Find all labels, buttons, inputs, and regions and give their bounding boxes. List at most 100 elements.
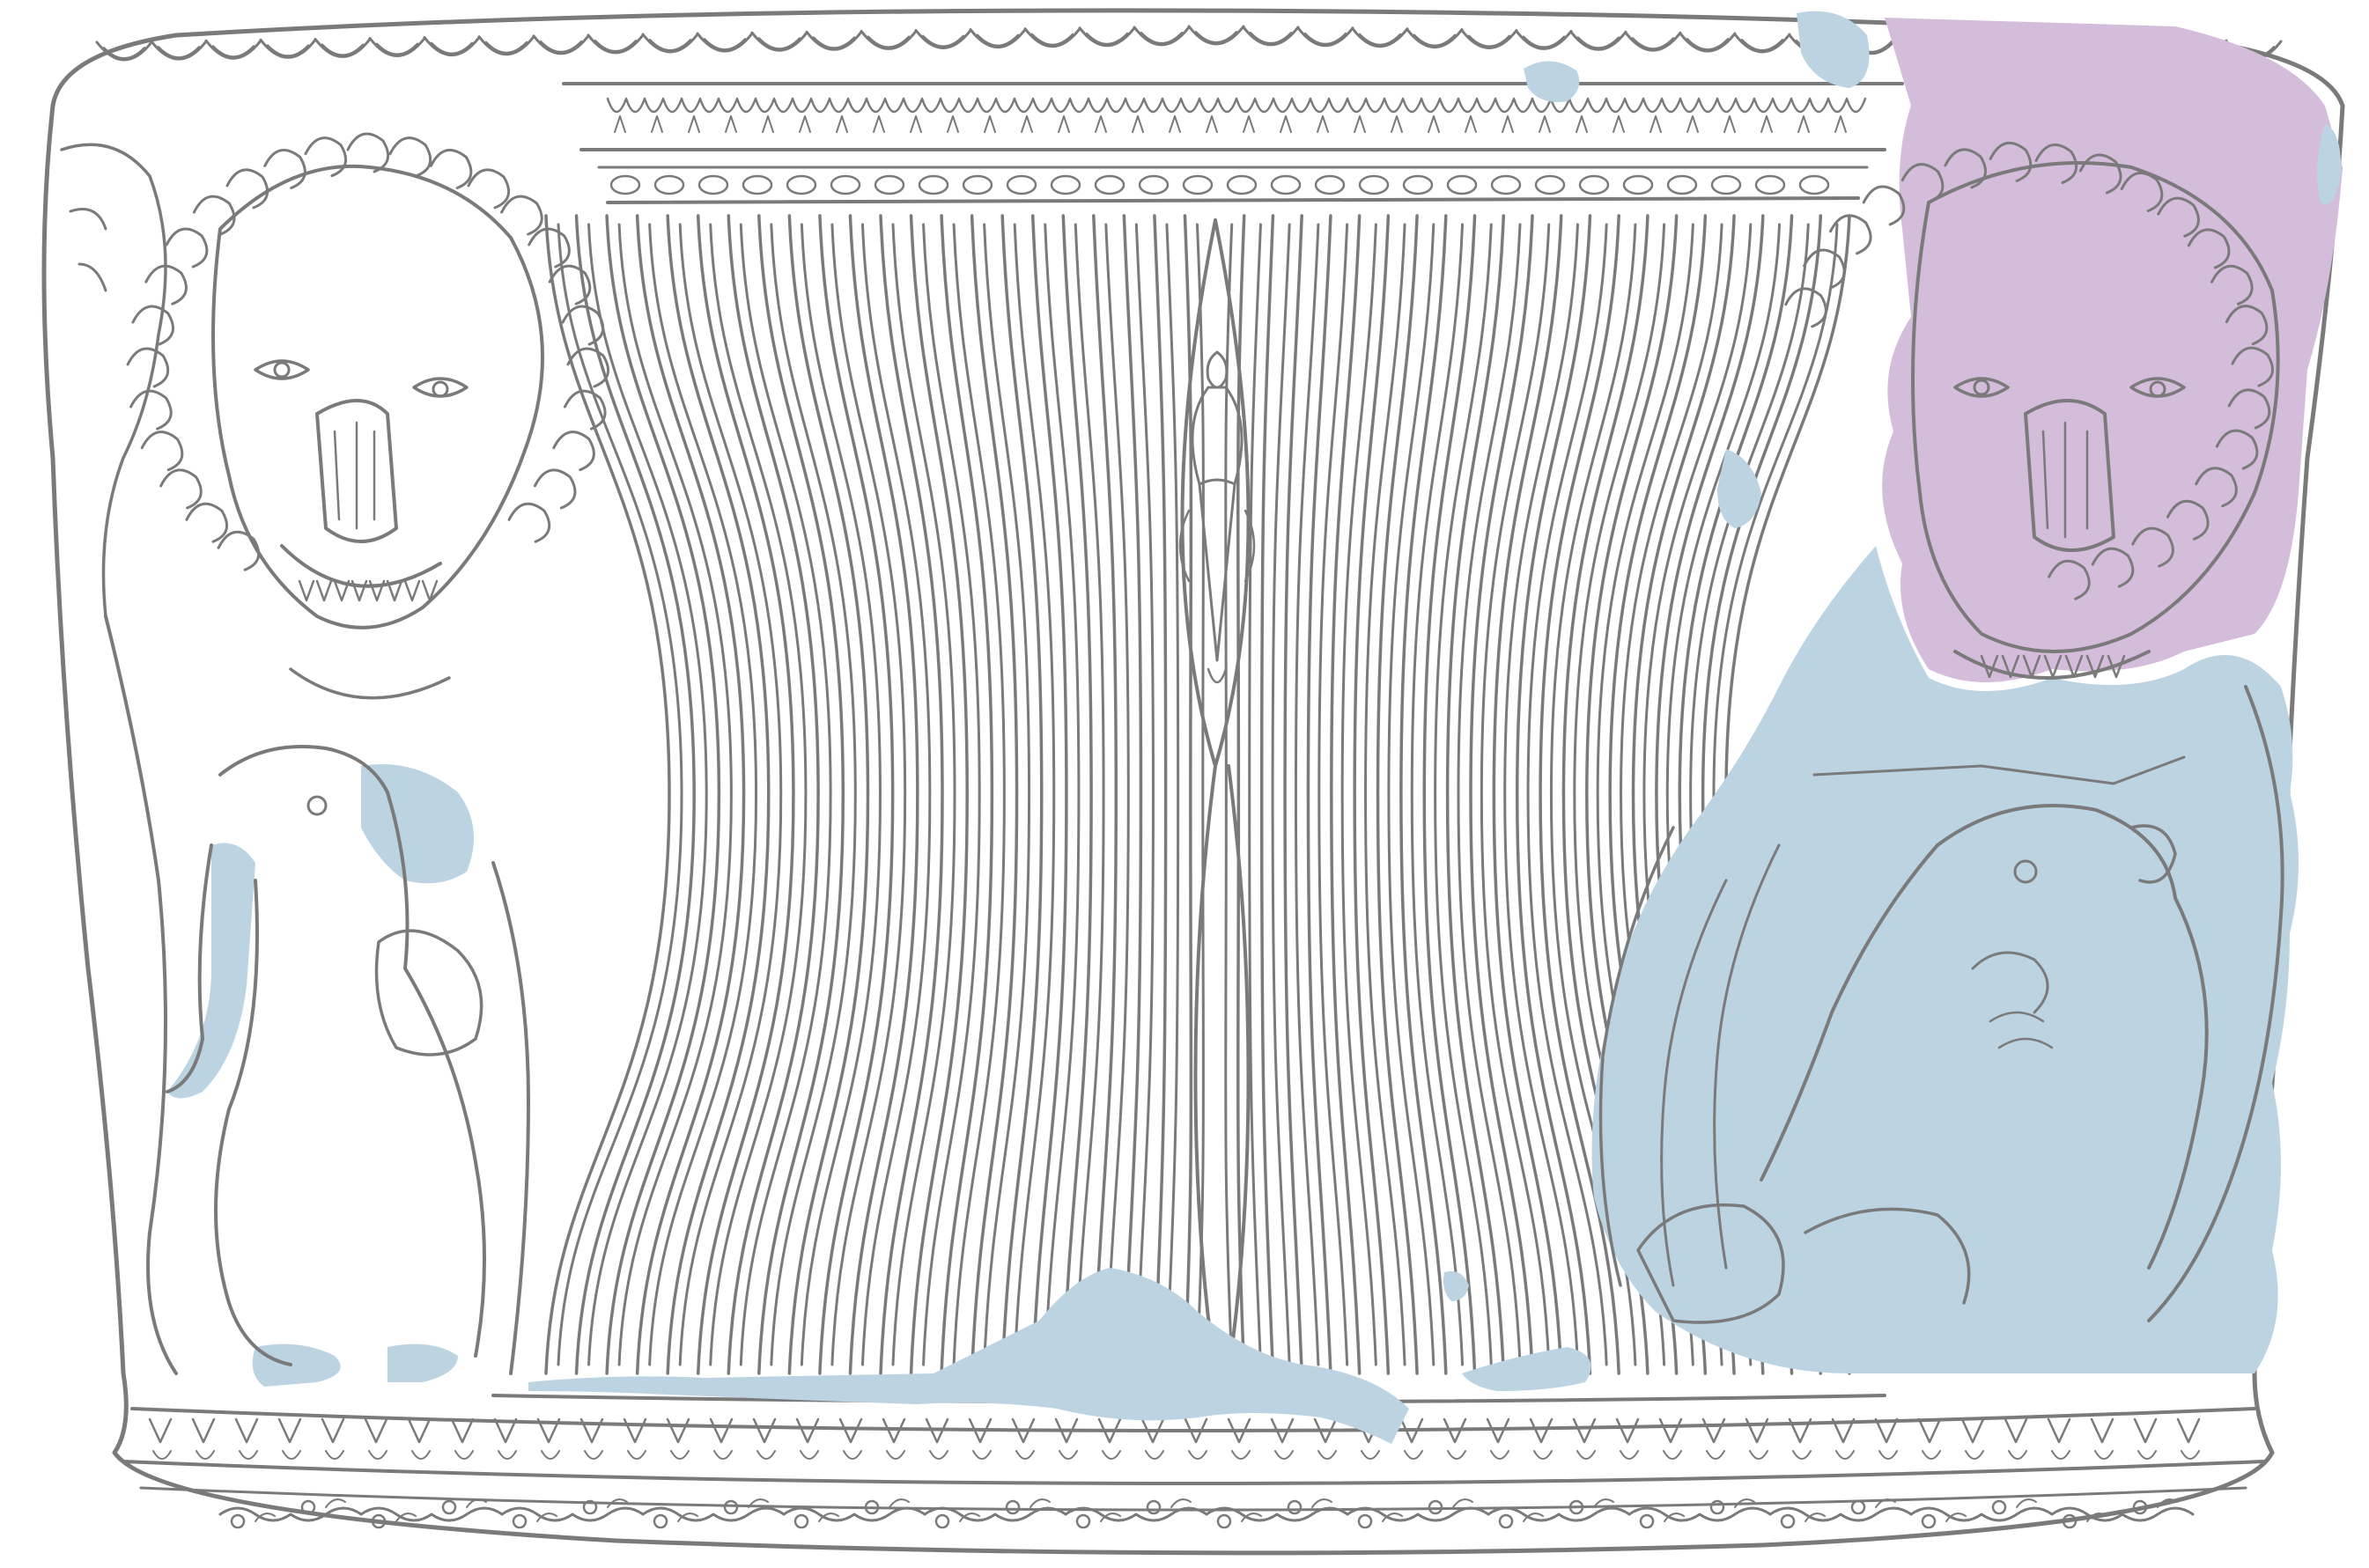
base-leaf bbox=[2008, 1450, 2027, 1460]
frieze-leaf bbox=[680, 97, 720, 114]
base-leaf bbox=[843, 1450, 862, 1460]
right-elephant-knee bbox=[1636, 1203, 1785, 1324]
rim-scallop-inner bbox=[813, 36, 855, 49]
base-dart bbox=[536, 1417, 561, 1444]
base-leaf bbox=[929, 1450, 948, 1460]
central-fluted-panel bbox=[544, 214, 1851, 1375]
rim-band-line bbox=[606, 196, 1860, 204]
vine-tendril bbox=[1498, 1513, 1514, 1529]
flute-line bbox=[770, 223, 857, 1366]
base-leaf bbox=[368, 1450, 387, 1460]
left-lion-pupil bbox=[432, 380, 449, 398]
flute-line bbox=[1248, 223, 1262, 1366]
frieze-dart bbox=[1243, 115, 1255, 133]
frieze-oval bbox=[609, 174, 641, 195]
right-lion-nose-ridges bbox=[2041, 421, 2089, 539]
base-dart bbox=[2090, 1417, 2114, 1444]
frieze-oval bbox=[786, 174, 817, 195]
vine-tendril bbox=[441, 1499, 457, 1515]
frieze-leaf bbox=[1087, 97, 1127, 114]
base-leaf bbox=[1576, 1450, 1596, 1460]
flute-line bbox=[1515, 214, 1592, 1375]
small-patch-fill bbox=[2317, 123, 2342, 204]
vase-body bbox=[1191, 386, 1244, 486]
vine-tendril bbox=[653, 1513, 668, 1529]
flute-line bbox=[1122, 214, 1143, 1375]
mane-curl bbox=[2034, 143, 2078, 184]
frieze-leaf bbox=[828, 97, 868, 114]
mane-curl bbox=[388, 136, 432, 178]
rim-scallop-inner bbox=[485, 40, 528, 54]
frieze-leaf bbox=[1420, 97, 1460, 114]
right-flute-remnant bbox=[1713, 843, 1781, 1270]
left-elephant-trunk bbox=[166, 843, 213, 1093]
frieze-leaf bbox=[1013, 97, 1053, 114]
base-leaf bbox=[1317, 1450, 1337, 1460]
flute-line bbox=[1399, 214, 1448, 1375]
flute-line bbox=[1013, 223, 1056, 1366]
mane-curl bbox=[429, 148, 473, 189]
right-lion-pupil bbox=[1973, 379, 1990, 396]
flute-line bbox=[830, 223, 907, 1366]
mane-curl bbox=[2091, 547, 2135, 588]
left-side-figure bbox=[60, 143, 167, 618]
right-elephant-eye bbox=[2013, 859, 2038, 884]
flute-line bbox=[666, 214, 771, 1375]
left-side-edge bbox=[41, 103, 126, 1376]
flute-line bbox=[574, 214, 696, 1375]
base-dart bbox=[1054, 1417, 1079, 1444]
frieze-oval bbox=[1578, 174, 1610, 195]
left-lion-tooth bbox=[298, 579, 315, 602]
rim-scallop bbox=[750, 31, 808, 52]
vine-leaf bbox=[1593, 1498, 1614, 1508]
frieze-oval bbox=[1710, 174, 1742, 195]
frieze-dart bbox=[1539, 115, 1551, 133]
flute-line bbox=[1271, 223, 1291, 1366]
rim-scallop-inner bbox=[1359, 33, 1401, 46]
frieze-oval bbox=[874, 174, 905, 195]
left-elephant-trunk-fill bbox=[167, 843, 255, 1099]
base-leaf bbox=[1274, 1450, 1294, 1460]
flute-line bbox=[696, 214, 795, 1375]
base-dart bbox=[1831, 1417, 1856, 1444]
flute-line bbox=[1236, 214, 1246, 1375]
rim-scallop-inner bbox=[540, 40, 582, 53]
rim-scallop-inner bbox=[922, 34, 964, 48]
left-elephant-foot-fill bbox=[252, 1343, 341, 1387]
base-leaf bbox=[1231, 1450, 1251, 1460]
flute-line bbox=[1294, 223, 1320, 1366]
base-dart bbox=[2176, 1417, 2201, 1444]
frieze-dart bbox=[984, 115, 996, 133]
flute-line bbox=[1503, 223, 1579, 1366]
base-leaf bbox=[239, 1450, 258, 1460]
right-lion-eye bbox=[1953, 377, 2010, 398]
base-leaf bbox=[411, 1450, 431, 1460]
base-dart bbox=[407, 1417, 432, 1444]
frieze-leaf bbox=[643, 97, 683, 114]
base-dart bbox=[1529, 1417, 1554, 1444]
vine-leaf bbox=[889, 1498, 910, 1508]
rim-scallop-inner bbox=[594, 39, 637, 52]
base-dart bbox=[493, 1417, 518, 1444]
vine-tendril bbox=[1075, 1513, 1091, 1529]
right-break-line bbox=[1812, 755, 2186, 785]
base-leaf bbox=[1663, 1450, 1682, 1460]
base-leaf bbox=[1835, 1450, 1855, 1460]
base-dart bbox=[2133, 1417, 2158, 1444]
rim-scallop-inner bbox=[1577, 36, 1620, 49]
vine-leaf bbox=[466, 1498, 487, 1508]
central-spine bbox=[1227, 764, 1251, 1375]
vine-tendril bbox=[512, 1513, 528, 1529]
right-lion-tooth bbox=[2085, 654, 2105, 679]
rim-scallop bbox=[1406, 28, 1464, 49]
frieze-oval bbox=[1182, 174, 1214, 195]
vine-leaf bbox=[1100, 1513, 1121, 1522]
flute-line bbox=[709, 223, 808, 1366]
vine-tendril bbox=[1357, 1513, 1373, 1529]
frieze-dart bbox=[1058, 115, 1070, 133]
flute-line bbox=[818, 214, 895, 1375]
frieze-leaf bbox=[1457, 97, 1497, 114]
vine-tendril bbox=[723, 1499, 739, 1515]
frieze-dart bbox=[1465, 115, 1477, 133]
rim-scallop bbox=[314, 37, 372, 58]
